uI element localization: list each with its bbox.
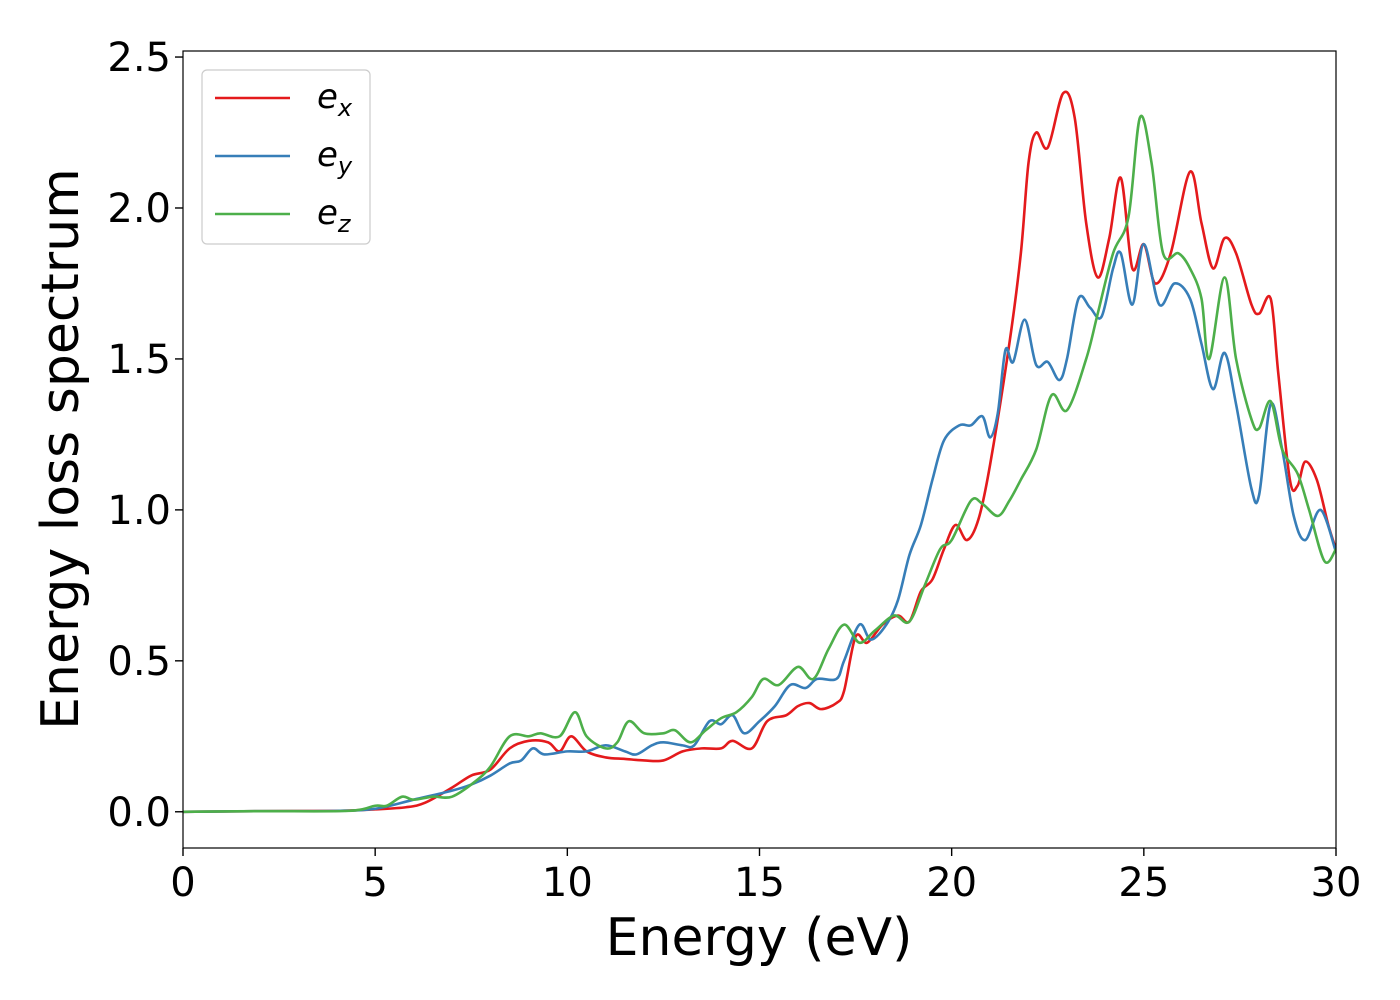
y-tick-label: 1.0 — [107, 488, 171, 534]
x-tick-label: 25 — [1118, 860, 1169, 906]
y-tick-label: 0.5 — [107, 639, 171, 685]
y-tick-label: 0.0 — [107, 790, 171, 836]
x-tick-label: 20 — [926, 860, 977, 906]
plot-lines — [183, 90, 1336, 814]
x-tick-label: 5 — [362, 860, 387, 906]
x-tick-label: 10 — [542, 860, 593, 906]
x-tick-label: 30 — [1311, 860, 1362, 906]
x-tick-label: 0 — [170, 860, 195, 906]
x-axis: 0 5 10 15 20 25 30 — [170, 848, 1361, 906]
y-axis-label: Energy loss spectrum — [31, 168, 91, 730]
series-line-ex — [183, 90, 1336, 814]
y-tick-label: 1.5 — [107, 337, 171, 383]
y-axis: 0.0 0.5 1.0 1.5 2.0 2.5 — [107, 35, 183, 836]
x-axis-label: Energy (eV) — [606, 908, 913, 968]
legend-label-ez: ez — [317, 193, 352, 238]
x-tick-label: 15 — [734, 860, 785, 906]
y-tick-label: 2.5 — [107, 35, 171, 81]
legend: ex ey ez — [201, 69, 371, 245]
legend-label-ex: ex — [317, 77, 353, 122]
series-line-ez — [183, 114, 1336, 814]
legend-label-ey: ey — [317, 135, 353, 180]
series-line-ey — [183, 242, 1336, 814]
y-tick-label: 2.0 — [107, 186, 171, 232]
